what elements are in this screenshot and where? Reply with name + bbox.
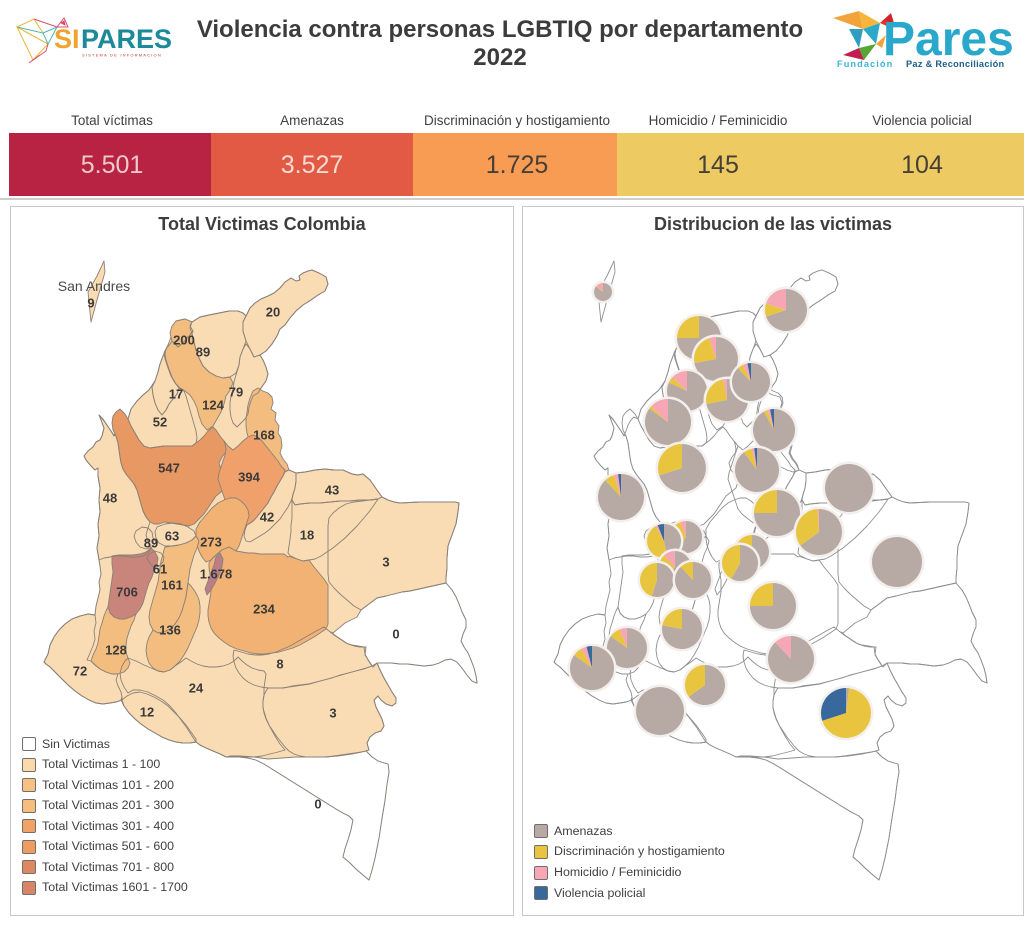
svg-text:12: 12 (140, 705, 154, 720)
svg-text:San Andres: San Andres (58, 278, 130, 294)
svg-text:128: 128 (105, 643, 127, 658)
svg-text:42: 42 (260, 510, 274, 525)
svg-text:3: 3 (382, 555, 389, 570)
svg-text:PARES: PARES (81, 24, 172, 54)
svg-text:168: 168 (253, 428, 275, 443)
svg-text:72: 72 (73, 664, 87, 679)
svg-text:17: 17 (169, 387, 183, 402)
svg-text:63: 63 (165, 529, 179, 544)
svg-text:547: 547 (158, 461, 180, 476)
svg-text:3: 3 (329, 706, 336, 721)
svg-text:Pares: Pares (883, 13, 1014, 66)
svg-text:0: 0 (392, 627, 399, 642)
svg-text:9: 9 (87, 296, 94, 311)
svg-text:89: 89 (144, 536, 158, 551)
svg-text:394: 394 (238, 470, 260, 485)
svg-text:0: 0 (314, 797, 321, 812)
svg-text:20: 20 (266, 305, 280, 320)
svg-text:48: 48 (103, 491, 117, 506)
svg-text:52: 52 (153, 415, 167, 430)
svg-text:89: 89 (196, 345, 210, 360)
svg-text:706: 706 (116, 585, 138, 600)
svg-text:136: 136 (159, 623, 181, 638)
svg-text:1.678: 1.678 (200, 567, 233, 582)
svg-text:124: 124 (202, 398, 224, 413)
svg-text:SI: SI (54, 24, 80, 54)
svg-text:SISTEMA DE INFORMACION: SISTEMA DE INFORMACION (82, 53, 162, 58)
svg-text:18: 18 (300, 528, 314, 543)
svg-text:Fundación: Fundación (837, 59, 893, 69)
svg-text:43: 43 (325, 483, 339, 498)
svg-text:234: 234 (253, 602, 275, 617)
svg-text:61: 61 (153, 562, 167, 577)
svg-text:200: 200 (173, 333, 195, 348)
svg-text:79: 79 (229, 385, 243, 400)
svg-text:24: 24 (189, 681, 204, 696)
svg-text:273: 273 (200, 535, 222, 550)
svg-text:Paz & Reconciliación: Paz & Reconciliación (906, 59, 1005, 69)
svg-text:8: 8 (276, 657, 283, 672)
svg-text:161: 161 (161, 578, 183, 593)
